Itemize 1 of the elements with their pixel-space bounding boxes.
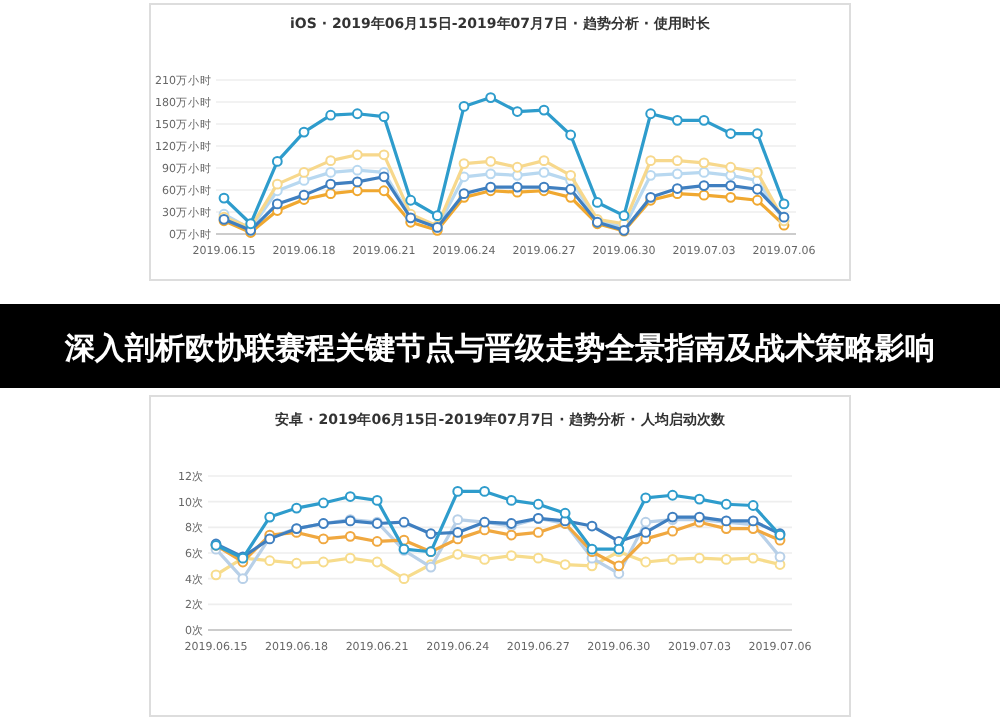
text: 深入剖析欧协联赛程关键节点与晋级走势全景指南及战术策略影响 (63, 330, 935, 366)
